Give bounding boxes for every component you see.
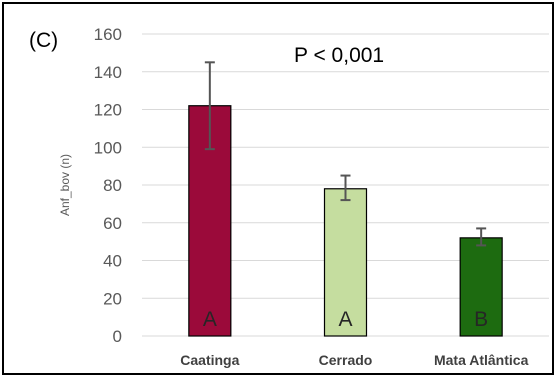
y-tick-label-40: 40: [103, 252, 122, 271]
y-tick-label-20: 20: [103, 289, 122, 308]
x-category-label-0: Caatinga: [180, 352, 239, 368]
x-category-label-2: Mata Atlântica: [434, 352, 529, 368]
x-category-label-1: Cerrado: [319, 352, 373, 368]
y-tick-label-60: 60: [103, 214, 122, 233]
error-bars: [204, 61, 487, 247]
y-axis-label: Anf_bov (n): [58, 154, 72, 216]
y-tick-label-140: 140: [94, 63, 122, 82]
y-tick-label-80: 80: [103, 176, 122, 195]
y-tick-label-120: 120: [94, 101, 122, 120]
bar-chart: 0 20 40 60 80 100 120 140 160 Caatinga Cerrado Mat…: [29, 25, 549, 368]
y-tick-label-160: 160: [94, 25, 122, 44]
x-axis-categories: Caatinga Cerrado Mata Atlântica: [180, 352, 528, 368]
y-tick-label-0: 0: [113, 327, 122, 346]
bar-1: [323, 188, 368, 337]
y-tick-label-100: 100: [94, 138, 122, 157]
group-letter-1: A: [338, 308, 352, 331]
y-axis-ticks: 0 20 40 60 80 100 120 140 160: [94, 25, 122, 346]
group-letter-0: A: [203, 308, 217, 331]
panel-label: (C): [29, 29, 58, 52]
bars: [188, 105, 503, 337]
p-value-annotation: P < 0,001: [294, 44, 384, 67]
group-letter-2: B: [474, 308, 488, 331]
chart-frame: 0 20 40 60 80 100 120 140 160 Caatinga Cerrado Mat…: [2, 2, 554, 375]
